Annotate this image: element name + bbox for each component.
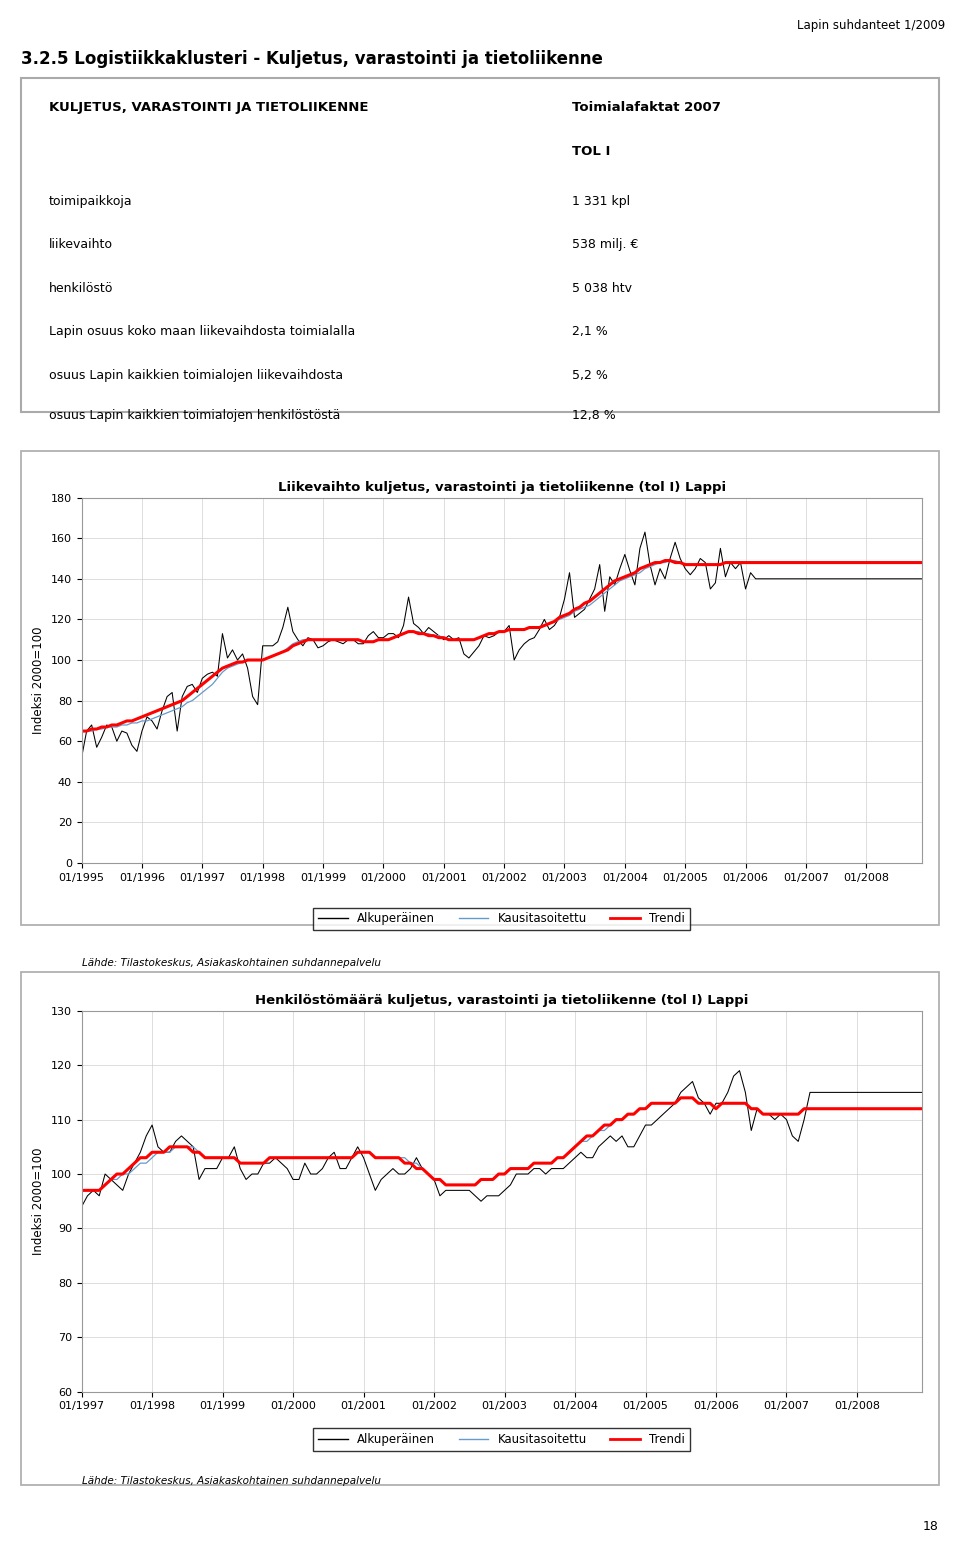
- Kausitasoitettu: [757, 1104, 769, 1123]
- Kausitasoitettu: [568, 602, 580, 620]
- Alkuperäinen: [750, 569, 761, 588]
- Y-axis label: Indeksi 2000=100: Indeksi 2000=100: [33, 1148, 45, 1255]
- Line: Alkuperäinen: Alkuperäinen: [82, 532, 922, 757]
- Text: Toimialafaktat 2007: Toimialafaktat 2007: [572, 101, 721, 114]
- Text: 18: 18: [923, 1521, 939, 1533]
- Trendi: [554, 608, 565, 627]
- Text: liikevaihto: liikevaihto: [49, 238, 112, 252]
- FancyBboxPatch shape: [21, 972, 939, 1485]
- Text: osuus Lapin kaikkien toimialojen liikevaihdosta: osuus Lapin kaikkien toimialojen liikeva…: [49, 369, 343, 381]
- Trendi: [317, 630, 328, 648]
- Alkuperäinen: [639, 522, 651, 541]
- Kausitasoitettu: [317, 630, 328, 648]
- Line: Kausitasoitettu: Kausitasoitettu: [82, 1098, 922, 1191]
- Trendi: [681, 1088, 692, 1107]
- Text: 5,2 %: 5,2 %: [572, 369, 608, 381]
- Alkuperäinen: [76, 1197, 87, 1216]
- Kausitasoitettu: [681, 1088, 692, 1107]
- Trendi: [199, 1148, 210, 1166]
- Line: Kausitasoitettu: Kausitasoitettu: [82, 560, 922, 731]
- Kausitasoitettu: [363, 633, 374, 652]
- Text: toimipaikkoja: toimipaikkoja: [49, 194, 132, 208]
- Text: 538 milj. €: 538 milj. €: [572, 238, 638, 252]
- Alkuperäinen: [733, 1061, 745, 1079]
- Text: 1 331 kpl: 1 331 kpl: [572, 194, 630, 208]
- Kausitasoitettu: [675, 1088, 686, 1107]
- Alkuperäinen: [134, 1143, 146, 1162]
- Trendi: [916, 554, 927, 572]
- Trendi: [675, 1088, 686, 1107]
- Alkuperäinen: [757, 1104, 769, 1123]
- Trendi: [334, 1148, 346, 1166]
- Line: Trendi: Trendi: [82, 1098, 922, 1191]
- Trendi: [757, 1104, 769, 1123]
- Alkuperäinen: [916, 1082, 927, 1101]
- Title: Henkilöstömäärä kuljetus, varastointi ja tietoliikenne (tol I) Lappi: Henkilöstömäärä kuljetus, varastointi ja…: [255, 994, 748, 1006]
- Kausitasoitettu: [916, 554, 927, 572]
- Kausitasoitettu: [769, 1104, 780, 1123]
- Text: Lähde: Tilastokeskus, Asiakaskohtainen suhdannepalvelu: Lähde: Tilastokeskus, Asiakaskohtainen s…: [82, 1476, 380, 1485]
- Text: Lapin suhdanteet 1/2009: Lapin suhdanteet 1/2009: [798, 19, 946, 31]
- Legend: Alkuperäinen, Kausitasoitettu, Trendi: Alkuperäinen, Kausitasoitettu, Trendi: [313, 908, 690, 930]
- Kausitasoitettu: [916, 1099, 927, 1118]
- FancyBboxPatch shape: [21, 78, 939, 412]
- Trendi: [76, 1182, 87, 1200]
- Y-axis label: Indeksi 2000=100: Indeksi 2000=100: [33, 627, 45, 734]
- Trendi: [750, 554, 761, 572]
- Kausitasoitettu: [664, 550, 676, 569]
- Kausitasoitettu: [334, 1148, 346, 1166]
- Alkuperäinen: [568, 608, 580, 627]
- Text: 12,8 %: 12,8 %: [572, 409, 615, 421]
- Kausitasoitettu: [554, 610, 565, 628]
- Text: Lähde: Tilastokeskus, Asiakaskohtainen suhdannepalvelu: Lähde: Tilastokeskus, Asiakaskohtainen s…: [82, 958, 380, 969]
- Kausitasoitettu: [199, 1148, 210, 1166]
- Trendi: [660, 550, 671, 569]
- Alkuperäinen: [317, 636, 328, 655]
- Trendi: [76, 722, 87, 740]
- Line: Alkuperäinen: Alkuperäinen: [82, 1070, 922, 1207]
- Kausitasoitettu: [134, 1154, 146, 1172]
- Alkuperäinen: [227, 641, 238, 659]
- Alkuperäinen: [916, 569, 927, 588]
- Alkuperäinen: [76, 748, 87, 767]
- Text: Lapin osuus koko maan liikevaihdosta toimialalla: Lapin osuus koko maan liikevaihdosta toi…: [49, 325, 355, 337]
- Trendi: [363, 633, 374, 652]
- Text: henkilöstö: henkilöstö: [49, 281, 113, 295]
- Kausitasoitettu: [227, 656, 238, 675]
- Title: Liikevaihto kuljetus, varastointi ja tietoliikenne (tol I) Lappi: Liikevaihto kuljetus, varastointi ja tie…: [277, 480, 726, 493]
- Text: 3.2.5 Logistiikkaklusteri - Kuljetus, varastointi ja tietoliikenne: 3.2.5 Logistiikkaklusteri - Kuljetus, va…: [21, 50, 603, 68]
- Kausitasoitettu: [76, 1182, 87, 1200]
- Text: osuus Lapin kaikkien toimialojen henkilöstöstä: osuus Lapin kaikkien toimialojen henkilö…: [49, 409, 340, 421]
- Alkuperäinen: [363, 627, 374, 645]
- Kausitasoitettu: [76, 722, 87, 740]
- Alkuperäinen: [199, 1160, 210, 1179]
- Text: 5 038 htv: 5 038 htv: [572, 281, 632, 295]
- Alkuperäinen: [769, 1110, 780, 1129]
- Line: Trendi: Trendi: [82, 560, 922, 731]
- Alkuperäinen: [334, 1160, 346, 1179]
- Legend: Alkuperäinen, Kausitasoitettu, Trendi: Alkuperäinen, Kausitasoitettu, Trendi: [313, 1427, 690, 1451]
- Trendi: [134, 1148, 146, 1166]
- Text: 2,1 %: 2,1 %: [572, 325, 608, 337]
- Text: KULJETUS, VARASTOINTI JA TIETOLIIKENNE: KULJETUS, VARASTOINTI JA TIETOLIIKENNE: [49, 101, 368, 114]
- Alkuperäinen: [675, 1082, 686, 1101]
- Trendi: [227, 655, 238, 673]
- Text: TOL I: TOL I: [572, 145, 611, 157]
- Alkuperäinen: [554, 608, 565, 627]
- Trendi: [769, 1104, 780, 1123]
- Kausitasoitettu: [750, 554, 761, 572]
- Trendi: [568, 600, 580, 619]
- FancyBboxPatch shape: [21, 451, 939, 925]
- Trendi: [916, 1099, 927, 1118]
